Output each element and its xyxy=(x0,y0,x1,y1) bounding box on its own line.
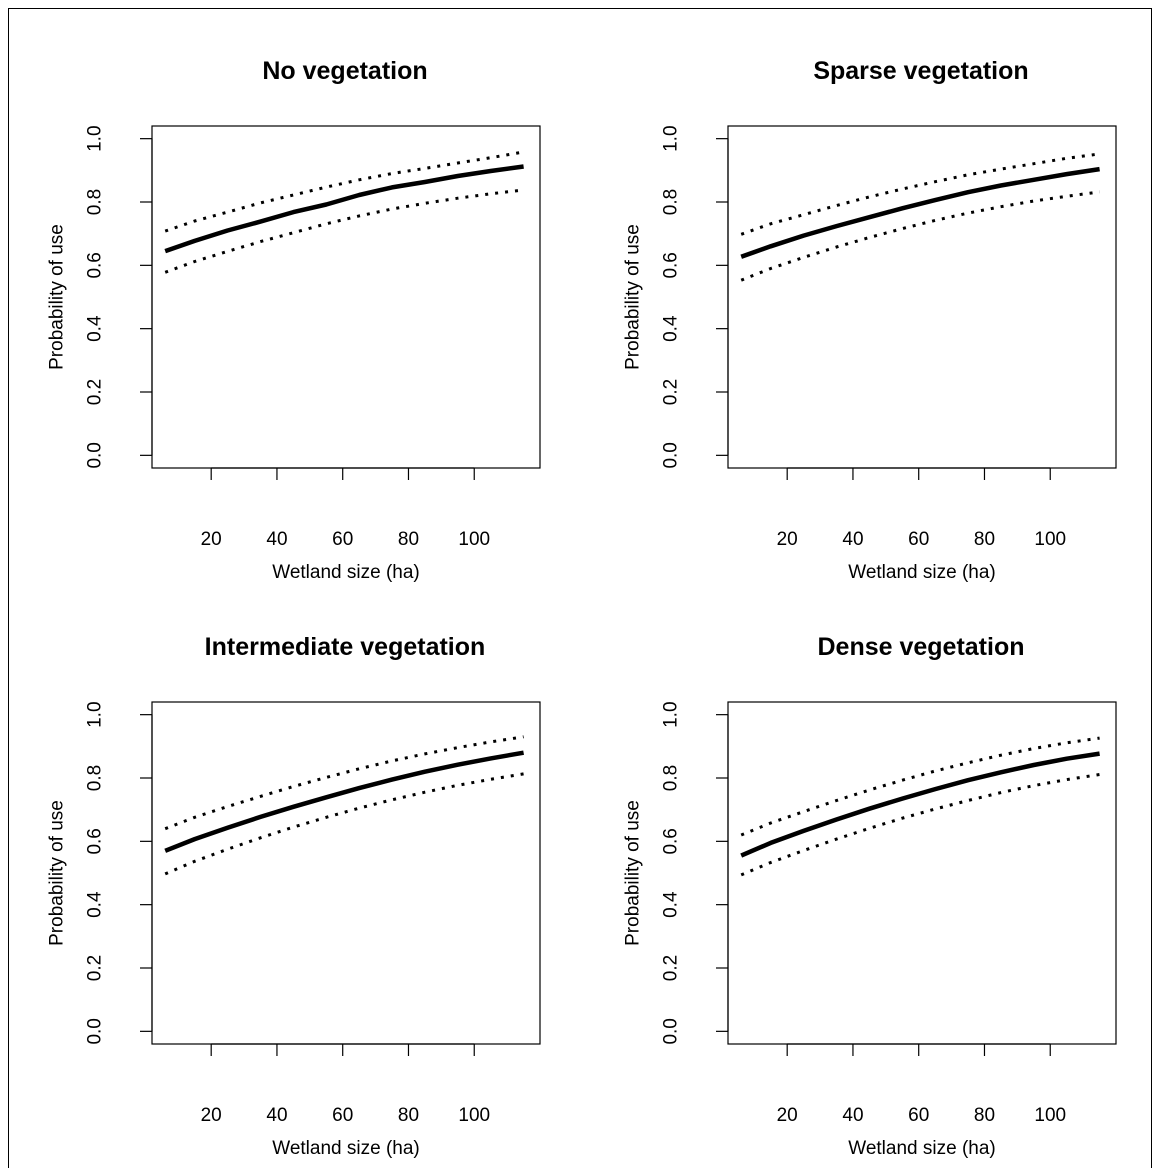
y-tick-label: 0.0 xyxy=(85,442,106,468)
x-tick-label: 60 xyxy=(332,529,353,550)
series-line-confidence-1 xyxy=(740,152,1100,236)
x-tick-label: 100 xyxy=(458,529,490,550)
x-tick-label: 80 xyxy=(974,529,995,550)
y-tick-label: 0.2 xyxy=(85,955,106,981)
y-tick-label: 1.0 xyxy=(661,701,682,727)
y-axis-label: Probability of use xyxy=(47,800,68,946)
series-line-confidence-1 xyxy=(164,735,524,831)
series-line-estimate xyxy=(164,164,524,254)
panel-title: Intermediate vegetation xyxy=(205,633,486,661)
y-tick-label: 0.8 xyxy=(85,189,106,215)
panel-title: Dense vegetation xyxy=(817,633,1024,661)
x-tick-label: 40 xyxy=(266,529,287,550)
x-tick-label: 100 xyxy=(458,1105,490,1126)
y-tick-label: 0.0 xyxy=(85,1018,106,1044)
y-axis-label: Probability of use xyxy=(623,800,644,946)
series-line-confidence-1 xyxy=(164,150,524,233)
x-tick-label: 20 xyxy=(201,529,222,550)
series-line-confidence-1 xyxy=(740,736,1100,837)
series-line-estimate xyxy=(740,166,1100,259)
x-axis-label: Wetland size (ha) xyxy=(272,562,420,583)
y-tick-label: 0.0 xyxy=(661,442,682,468)
y-tick-label: 0.2 xyxy=(661,379,682,405)
series-line-estimate xyxy=(740,751,1100,858)
x-tick-label: 40 xyxy=(266,1105,287,1126)
x-axis-label: Wetland size (ha) xyxy=(848,562,996,583)
x-axis-label: Wetland size (ha) xyxy=(272,1138,420,1159)
plot-box xyxy=(151,701,541,1045)
y-tick-label: 0.6 xyxy=(85,252,106,278)
y-axis-label: Probability of use xyxy=(623,224,644,370)
panel-title: Sparse vegetation xyxy=(813,57,1028,85)
chart-panel-4: Dense vegetation 20 40 60 80 100 Wetland size … xyxy=(623,633,1117,1159)
y-tick-label: 0.0 xyxy=(661,1018,682,1044)
x-tick-label: 20 xyxy=(777,1105,798,1126)
y-tick-label: 0.8 xyxy=(85,765,106,791)
chart-panel-1: No vegetation 20 40 60 80 100 Wetland size (ha… xyxy=(47,57,541,583)
x-tick-label: 80 xyxy=(398,529,419,550)
y-tick-label: 0.4 xyxy=(85,315,106,342)
x-tick-label: 40 xyxy=(842,1105,863,1126)
series-line-confidence-2 xyxy=(164,188,524,274)
x-tick-label: 80 xyxy=(974,1105,995,1126)
x-tick-label: 60 xyxy=(908,529,929,550)
x-tick-label: 100 xyxy=(1034,1105,1066,1126)
plot-box xyxy=(727,701,1117,1045)
x-tick-label: 60 xyxy=(332,1105,353,1126)
y-tick-label: 1.0 xyxy=(85,701,106,727)
x-tick-label: 80 xyxy=(398,1105,419,1126)
y-axis-label: Probability of use xyxy=(47,224,68,370)
y-tick-label: 0.6 xyxy=(661,828,682,854)
y-tick-label: 1.0 xyxy=(85,125,106,151)
y-tick-label: 0.4 xyxy=(661,891,682,918)
panel-title: No vegetation xyxy=(262,57,427,85)
series-line-confidence-2 xyxy=(740,773,1100,877)
y-tick-label: 0.4 xyxy=(661,315,682,342)
x-tick-label: 20 xyxy=(201,1105,222,1126)
chart-panel-2: Sparse vegetation 20 40 60 80 100 Wetland size… xyxy=(623,57,1117,583)
series-line-confidence-2 xyxy=(740,190,1100,282)
chart-panel-3: Intermediate vegetation 20 40 60 80 100 Wetlan… xyxy=(47,633,541,1159)
x-axis-label: Wetland size (ha) xyxy=(848,1138,996,1159)
y-tick-label: 0.6 xyxy=(661,252,682,278)
plot-box xyxy=(151,125,541,469)
y-tick-label: 0.2 xyxy=(661,955,682,981)
x-tick-label: 20 xyxy=(777,529,798,550)
series-line-confidence-2 xyxy=(164,772,524,876)
y-tick-label: 0.8 xyxy=(661,765,682,791)
figure-frame xyxy=(8,8,1152,1168)
y-tick-label: 0.6 xyxy=(85,828,106,854)
x-tick-label: 100 xyxy=(1034,529,1066,550)
y-tick-label: 0.2 xyxy=(85,379,106,405)
y-tick-label: 0.4 xyxy=(85,891,106,918)
x-tick-label: 60 xyxy=(908,1105,929,1126)
series-line-estimate xyxy=(164,750,524,853)
y-tick-label: 0.8 xyxy=(661,189,682,215)
x-tick-label: 40 xyxy=(842,529,863,550)
y-tick-label: 1.0 xyxy=(661,125,682,151)
